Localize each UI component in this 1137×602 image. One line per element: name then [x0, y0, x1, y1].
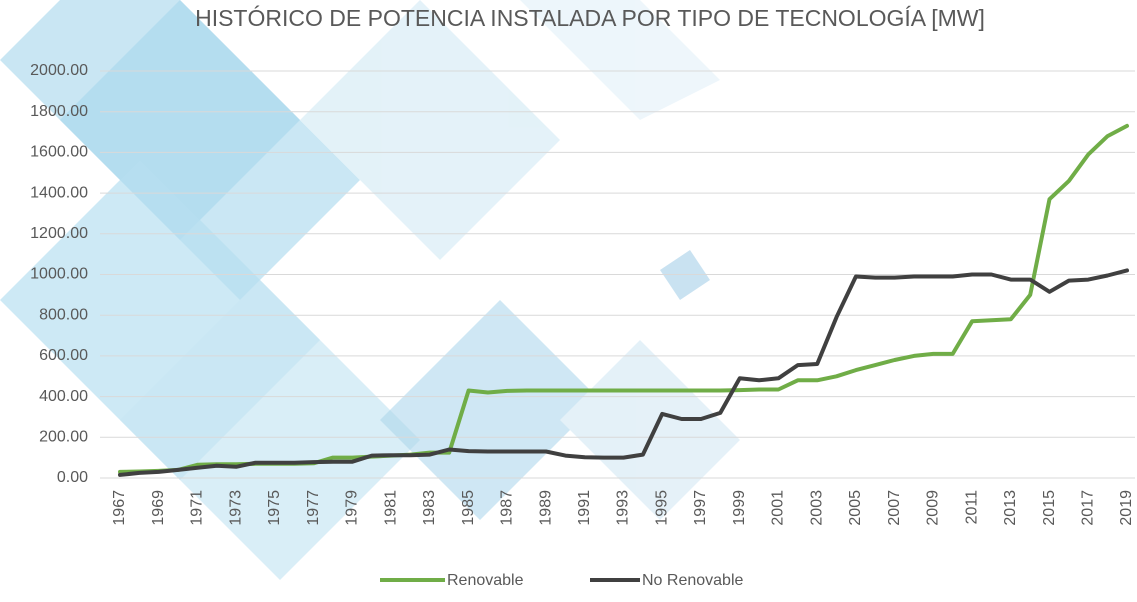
x-tick-label: 1989 — [537, 490, 554, 526]
y-tick-label: 200.00 — [39, 429, 88, 446]
x-tick-label: 1985 — [460, 490, 477, 526]
y-tick-label: 2000.00 — [30, 62, 88, 79]
chart-title: HISTÓRICO DE POTENCIA INSTALADA POR TIPO… — [195, 5, 985, 31]
y-tick-label: 1600.00 — [30, 144, 88, 161]
x-tick-label: 2007 — [886, 490, 903, 526]
x-tick-label: 1971 — [189, 490, 206, 526]
y-tick-label: 1000.00 — [30, 266, 88, 283]
x-tick-label: 1979 — [344, 490, 361, 526]
x-tick-label: 1981 — [382, 490, 399, 526]
x-tick-label: 1973 — [227, 490, 244, 526]
y-tick-label: 600.00 — [39, 347, 88, 364]
chart: HISTÓRICO DE POTENCIA INSTALADA POR TIPO… — [0, 0, 1137, 597]
x-tick-label: 2011 — [963, 490, 980, 525]
legend: Renovable No Renovable — [380, 572, 744, 589]
x-tick-label: 1987 — [499, 490, 516, 526]
x-tick-label: 2017 — [1079, 490, 1096, 526]
y-tick-label: 1800.00 — [30, 103, 88, 120]
x-tick-label: 1983 — [421, 490, 438, 526]
legend-label: Renovable — [447, 572, 524, 589]
x-tick-label: 1967 — [111, 490, 128, 526]
x-tick-label: 1991 — [576, 490, 593, 526]
x-tick-label: 2005 — [847, 490, 864, 526]
x-tick-label: 2009 — [925, 490, 942, 526]
y-tick-label: 400.00 — [39, 388, 88, 405]
y-tick-label: 1200.00 — [30, 225, 88, 242]
x-tick-label: 1997 — [692, 490, 709, 526]
x-tick-label: 2003 — [808, 490, 825, 526]
y-tick-label: 800.00 — [39, 306, 88, 323]
x-tick-label: 1999 — [731, 490, 748, 526]
y-tick-label: 1400.00 — [30, 184, 88, 201]
x-tick-label: 2013 — [1002, 490, 1019, 526]
x-tick-label: 2001 — [770, 490, 787, 526]
x-tick-label: 2015 — [1041, 490, 1058, 526]
x-tick-label: 1975 — [266, 490, 283, 526]
x-tick-label: 1995 — [653, 490, 670, 526]
x-tick-label: 2019 — [1118, 490, 1135, 526]
x-tick-label: 1977 — [305, 490, 322, 526]
legend-label: No Renovable — [642, 572, 744, 589]
x-tick-label: 1993 — [615, 490, 632, 526]
y-tick-label: 0.00 — [57, 469, 88, 486]
x-tick-label: 1969 — [150, 490, 167, 526]
